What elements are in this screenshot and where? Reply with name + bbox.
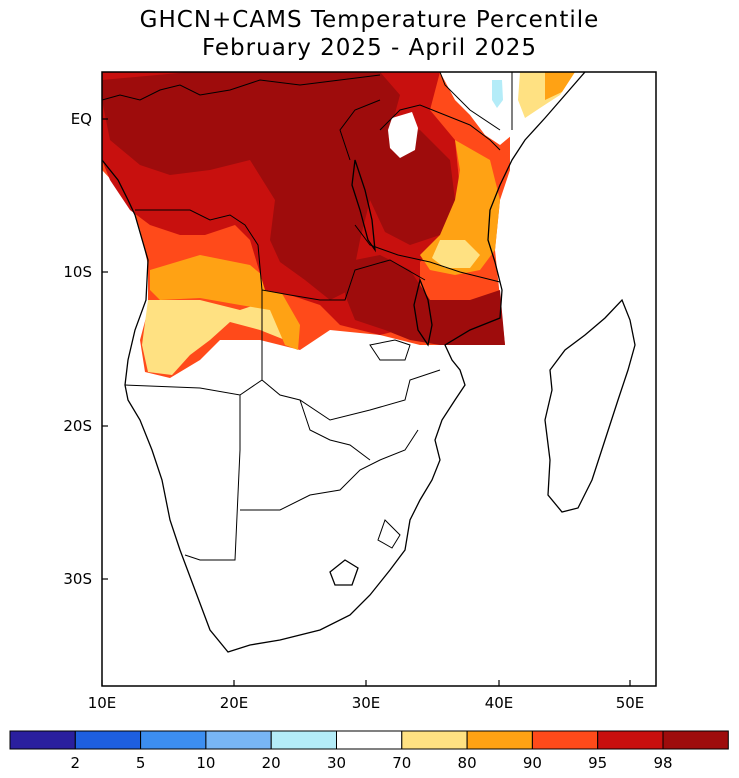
- y-axis-labels: EQ 10S 20S 30S: [63, 110, 92, 588]
- shade-80-90-region-northeast: [545, 72, 575, 100]
- x-axis-labels: 10E 20E 30E 40E 50E: [88, 694, 645, 712]
- colorbar-swatch: [270, 730, 338, 750]
- colorbar-swatch: [205, 730, 272, 750]
- shade-20-30-region: [492, 80, 503, 108]
- shade-98-plus-region-east: [370, 130, 455, 245]
- y-tick-label: 10S: [63, 263, 92, 281]
- y-tick-label: EQ: [71, 110, 92, 128]
- colorbar-swatch: [9, 730, 76, 750]
- y-tick-label: 30S: [63, 570, 92, 588]
- x-tick-label: 10E: [88, 694, 117, 712]
- colorbar-label: 10: [196, 754, 215, 772]
- colorbar: [9, 730, 729, 750]
- map-title-line2: February 2025 - April 2025: [201, 35, 538, 61]
- colorbar-swatch: [662, 730, 729, 750]
- y-tick-label: 20S: [63, 417, 92, 435]
- map-title-line1: GHCN+CAMS Temperature Percentile: [139, 7, 600, 33]
- africa-coastline: [102, 72, 586, 653]
- colorbar-swatch: [531, 730, 599, 750]
- colorbar-label: 30: [327, 754, 346, 772]
- colorbar-label: 90: [523, 754, 542, 772]
- colorbar-label: 5: [136, 754, 146, 772]
- lake-tanganyika: [351, 159, 376, 253]
- x-tick-label: 30E: [352, 694, 381, 712]
- x-tick-label: 20E: [220, 694, 249, 712]
- colorbar-label: 95: [588, 754, 607, 772]
- colorbar-swatch: [466, 730, 533, 750]
- lesotho-border: [329, 559, 359, 586]
- lake-malawi: [413, 277, 433, 347]
- colorbar-swatch: [597, 730, 664, 750]
- colorbar-label: 70: [392, 754, 411, 772]
- colorbar-label: 2: [71, 754, 81, 772]
- colorbar-label: 20: [262, 754, 281, 772]
- colorbar-label: 98: [653, 754, 672, 772]
- tick-marks: [101, 118, 631, 686]
- colorbar-swatch: [74, 730, 142, 750]
- map-frame: [101, 71, 657, 687]
- coastlines-borders: [102, 72, 636, 653]
- country-borders: [102, 72, 513, 561]
- colorbar-swatch: [401, 730, 468, 750]
- colorbar-swatch: [140, 730, 207, 750]
- x-tick-label: 50E: [616, 694, 645, 712]
- colorbar-labels: 2 5 10 20 30 70 80 90 95 98: [71, 754, 673, 772]
- shade-70-80-region-east: [432, 240, 480, 268]
- colorbar-swatch: [336, 730, 403, 750]
- madagascar-coastline: [544, 298, 636, 513]
- lake-victoria: [388, 112, 418, 158]
- shade-98-plus-region: [102, 72, 400, 300]
- x-tick-label: 40E: [485, 694, 514, 712]
- shade-98-plus-region-southeast: [345, 255, 505, 345]
- colorbar-label: 80: [458, 754, 477, 772]
- shade-70-80-region: [142, 300, 290, 375]
- shading-layer: [102, 72, 575, 378]
